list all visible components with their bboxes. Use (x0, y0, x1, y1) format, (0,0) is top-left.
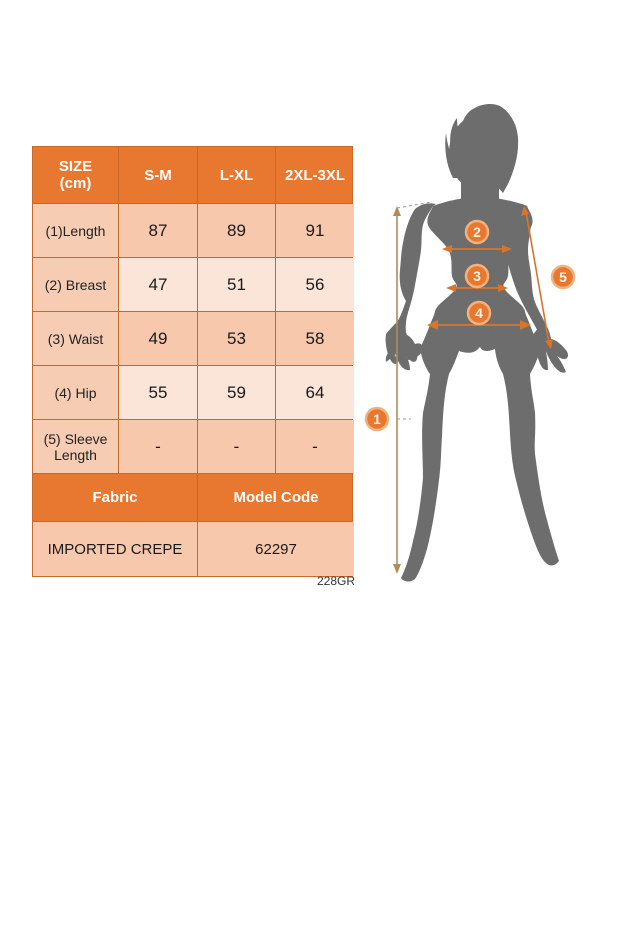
svg-text:3: 3 (473, 268, 481, 284)
svg-text:1: 1 (373, 411, 381, 427)
svg-text:4: 4 (475, 305, 483, 321)
svg-text:2: 2 (473, 224, 481, 240)
svg-text:5: 5 (559, 269, 567, 285)
